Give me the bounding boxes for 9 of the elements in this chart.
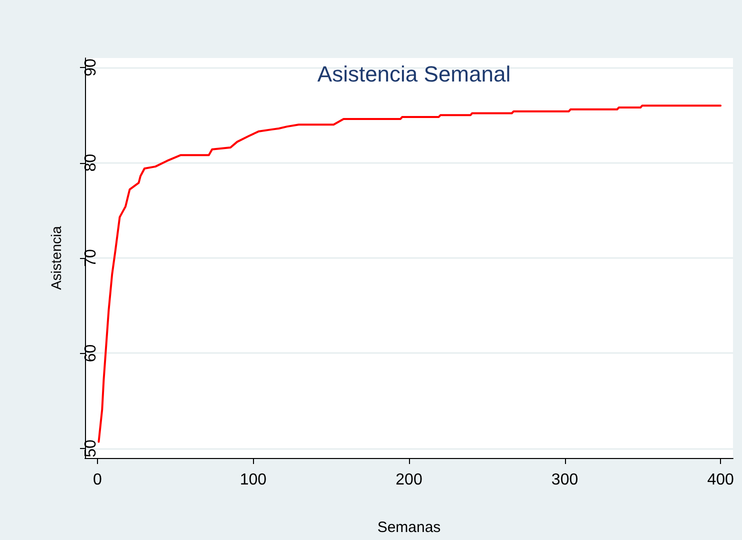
x-tick-label: 200 [396,472,422,488]
line-series [98,104,722,443]
x-tick-label: 400 [707,472,734,488]
x-tick-label: 300 [551,472,578,488]
x-axis-title: Semanas [377,519,441,536]
chart-title: Asistencia Semanal [317,62,511,86]
x-tick-label: 0 [93,472,102,488]
x-tick-label: 100 [240,472,267,488]
y-axis-title: Asistencia [48,226,64,290]
